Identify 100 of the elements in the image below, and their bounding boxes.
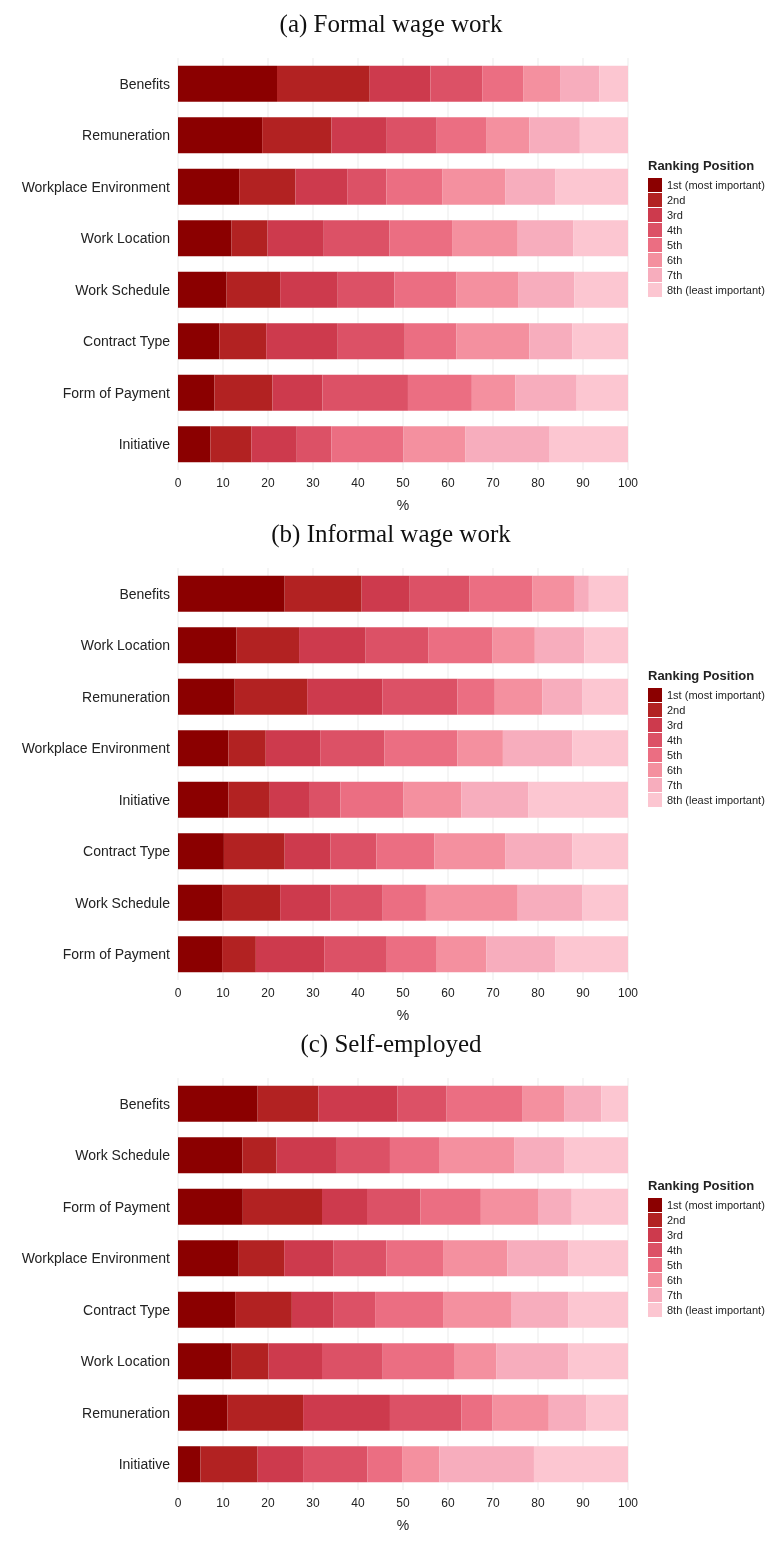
x-tick-label: 90 (576, 1495, 590, 1510)
bar (178, 575, 285, 612)
bar (494, 678, 543, 715)
bar (210, 426, 252, 463)
y-tick-label: Remuneration (82, 1404, 170, 1421)
bar (178, 1137, 243, 1174)
bar (295, 168, 348, 205)
bar (262, 117, 332, 154)
bar (200, 1446, 258, 1483)
x-tick-label: 30 (306, 1495, 320, 1510)
bar (548, 1394, 587, 1431)
x-tick-label: 50 (396, 985, 410, 1000)
bar (492, 1394, 549, 1431)
bar (403, 781, 462, 818)
bar (284, 833, 331, 870)
x-tick-label: 20 (261, 475, 275, 490)
bar (439, 1137, 515, 1174)
x-tick-label: 70 (486, 475, 500, 490)
bar (228, 730, 266, 767)
bar (538, 1188, 572, 1225)
bar (178, 936, 223, 973)
y-tick-label: Workplace Environment (21, 1250, 171, 1267)
bar (375, 1291, 444, 1328)
bar (402, 1446, 440, 1483)
bar (486, 117, 530, 154)
bar (496, 1343, 569, 1380)
bar (257, 1085, 319, 1122)
x-tick-label: 0 (174, 1495, 182, 1510)
bar (461, 1394, 493, 1431)
bar (268, 1343, 322, 1380)
bar (514, 1137, 565, 1174)
x-tick-label: 40 (351, 1495, 365, 1510)
y-tick-label: Work Schedule (75, 281, 171, 298)
x-tick-label: 30 (306, 475, 320, 490)
bar (407, 374, 472, 411)
bar (227, 1394, 304, 1431)
bar (471, 374, 516, 411)
x-tick-label: 0 (174, 475, 182, 490)
y-tick-label: Contract Type (83, 1301, 171, 1318)
legend-label: 8th (least important) (667, 1303, 765, 1316)
legend-label: 8th (least important) (667, 793, 765, 806)
legend-label: 2nd (667, 193, 686, 206)
bar (425, 884, 518, 921)
y-tick-label: Initiative (118, 436, 171, 453)
bar (178, 884, 223, 921)
bar (480, 1188, 538, 1225)
bar (231, 220, 268, 257)
x-tick-label: 10 (216, 475, 230, 490)
y-tick-label: Form of Payment (62, 384, 171, 401)
bar (542, 678, 583, 715)
bar (178, 1291, 236, 1328)
x-tick-label: 60 (441, 1495, 455, 1510)
x-tick-label: 60 (441, 475, 455, 490)
bar (280, 271, 338, 308)
chart-title: (a) Formal wage work (278, 9, 504, 40)
bar (584, 627, 628, 664)
y-tick-label: Contract Type (83, 843, 171, 860)
bar (322, 1343, 383, 1380)
bar (518, 271, 575, 308)
y-tick-label: Work Schedule (75, 894, 171, 911)
bar (601, 1085, 628, 1122)
bar (588, 575, 628, 612)
bar (331, 426, 404, 463)
bar (336, 1137, 390, 1174)
bar (242, 1188, 322, 1225)
bar (222, 884, 281, 921)
bar (347, 168, 387, 205)
legend-label: 6th (667, 253, 683, 266)
legend-label: 4th (667, 1243, 683, 1256)
x-tick-label: 100 (617, 1495, 639, 1510)
bar (384, 730, 458, 767)
bar (573, 220, 628, 257)
bar (323, 220, 390, 257)
y-tick-label: Benefits (119, 585, 170, 602)
bar (529, 323, 573, 360)
bar (219, 323, 267, 360)
bar (386, 1240, 444, 1277)
bar (322, 1188, 367, 1225)
bar (178, 1085, 258, 1122)
bar (579, 117, 628, 154)
bar (428, 627, 493, 664)
bar (178, 627, 237, 664)
bar (528, 781, 628, 818)
bar (443, 1291, 511, 1328)
x-tick-label: 60 (441, 985, 455, 1000)
legend-label: 4th (667, 223, 683, 236)
legend-label: 8th (least important) (667, 283, 765, 296)
bar (178, 168, 240, 205)
bar (404, 323, 457, 360)
bar (386, 936, 437, 973)
bar (456, 271, 519, 308)
bar (599, 65, 628, 102)
bar (568, 1343, 628, 1380)
legend-label: 3rd (667, 718, 683, 731)
bar (456, 323, 530, 360)
bar (502, 730, 573, 767)
y-tick-label: Remuneration (82, 688, 170, 705)
y-tick-label: Initiative (118, 1456, 171, 1473)
x-tick-label: 80 (531, 1495, 545, 1510)
legend-title: Ranking Position (648, 1178, 756, 1193)
